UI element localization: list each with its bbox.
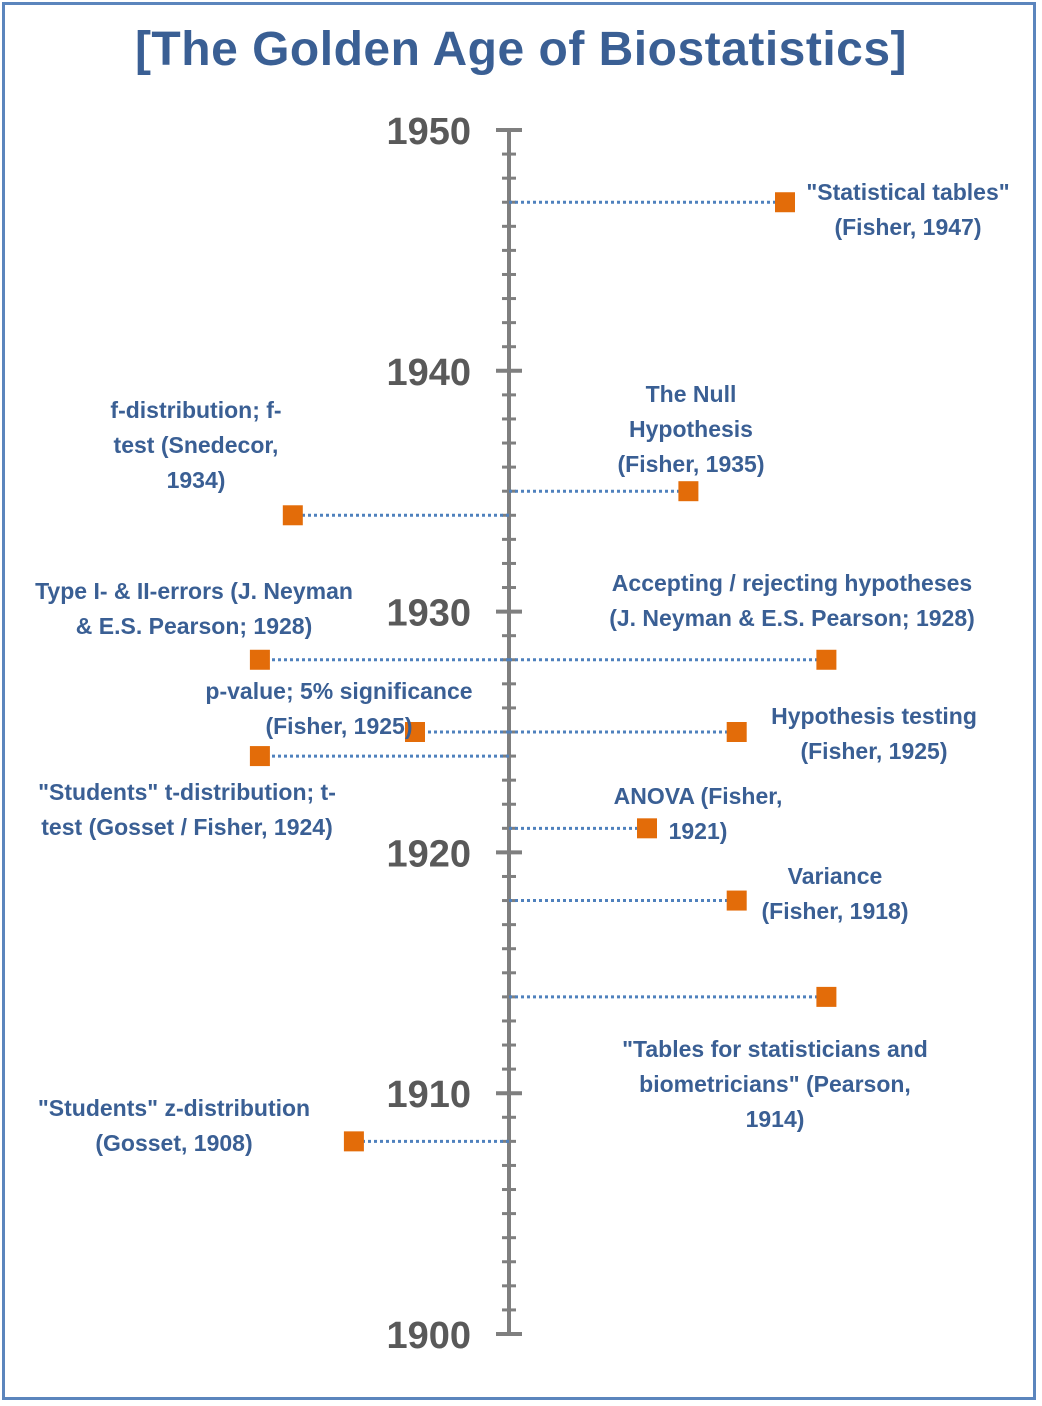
event-label: f-distribution; f- test (Snedecor, 1934) [110, 397, 282, 493]
event-label: Hypothesis testing (Fisher, 1925) [771, 703, 977, 764]
event-label: "Students" z-distribution (Gosset, 1908) [37, 1095, 311, 1156]
axis-tick-label: 1910 [386, 1074, 471, 1116]
event-marker [678, 481, 699, 502]
event-marker [282, 505, 303, 526]
chart-title: [The Golden Age of Biostatistics] [134, 23, 908, 76]
event-marker [343, 1131, 364, 1152]
event-marker [637, 818, 657, 839]
event-marker [816, 649, 837, 670]
event-marker [816, 986, 837, 1007]
axis-tick-label: 1940 [386, 352, 471, 394]
event-label: Variance (Fisher, 1918) [761, 863, 909, 924]
event-label: "Students" t-distribution; t- test (Goss… [38, 779, 336, 840]
event-marker [726, 722, 747, 742]
event-label: The Null Hypothesis (Fisher, 1935) [617, 381, 765, 477]
event-marker [249, 746, 270, 767]
event-label: "Statistical tables" (Fisher, 1947) [806, 179, 1010, 240]
event-label: "Tables for statisticians and biometrici… [622, 1036, 928, 1132]
axis-tick-label: 1920 [386, 833, 471, 875]
axis-tick-label: 1900 [386, 1315, 471, 1357]
event-marker [249, 649, 270, 670]
event-marker [405, 722, 425, 742]
event-marker [726, 890, 747, 911]
axis-tick-label: 1950 [386, 111, 471, 153]
axis-tick-label: 1930 [386, 593, 471, 635]
event-label: p-value; 5% significance (Fisher, 1925) [205, 678, 473, 739]
event-label: Type I- & II-errors (J. Neyman & E.S. Pe… [35, 578, 353, 639]
event-marker [775, 192, 795, 213]
event-label: Accepting / rejecting hypotheses (J. Ney… [609, 570, 975, 631]
event-label: ANOVA (Fisher, 1921) [613, 783, 783, 844]
